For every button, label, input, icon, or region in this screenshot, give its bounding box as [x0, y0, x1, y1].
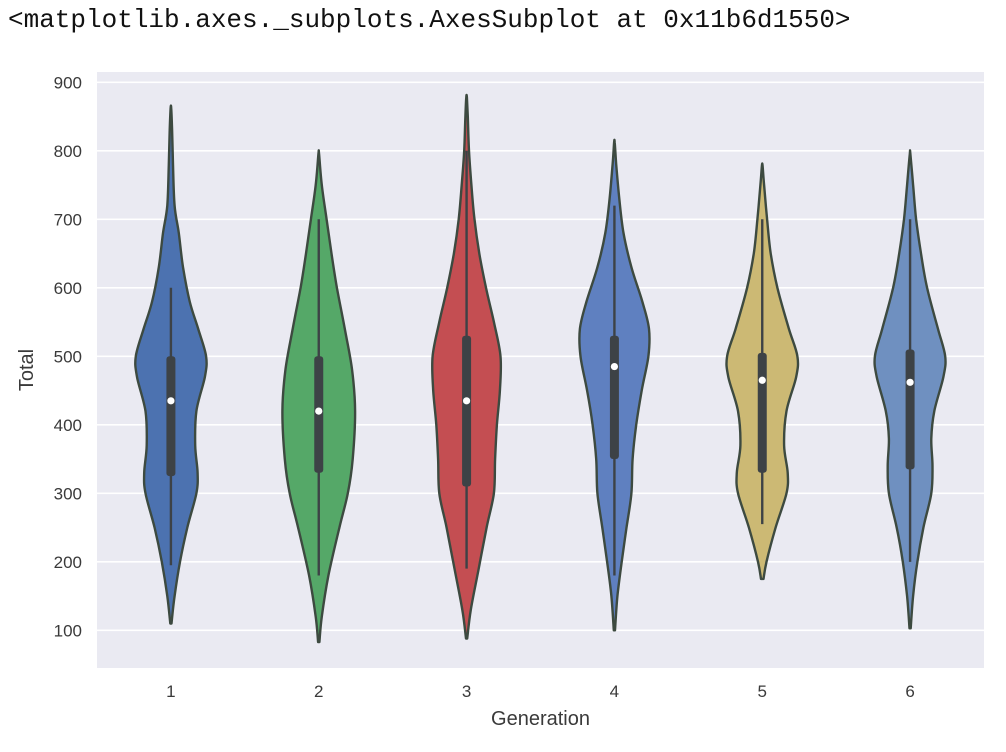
y-tick-label: 200 [54, 553, 82, 572]
violin-2 [281, 149, 357, 644]
violins [134, 93, 947, 644]
y-tick-label: 700 [54, 210, 82, 229]
x-tick-label: 2 [314, 682, 323, 701]
y-tick-label: 300 [54, 484, 82, 503]
iqr-box [609, 335, 619, 460]
x-tick-label: 6 [905, 682, 914, 701]
x-tick-label: 4 [610, 682, 619, 701]
y-tick-label: 500 [54, 347, 82, 366]
violin-3 [430, 93, 503, 640]
grid-lines [97, 81, 984, 632]
median-point [906, 378, 914, 386]
x-tick-labels: 1 2 3 4 5 6 [166, 682, 915, 701]
y-tick-label: 900 [54, 73, 82, 92]
y-tick-label: 100 [54, 621, 82, 640]
iqr-box [905, 349, 915, 470]
median-point [315, 407, 323, 415]
iqr-box [462, 335, 472, 487]
x-tick-label: 5 [758, 682, 767, 701]
x-tick-label: 3 [462, 682, 471, 701]
iqr-box [757, 352, 767, 473]
output-repr-text: <matplotlib.axes._subplots.AxesSubplot a… [8, 5, 851, 35]
plot-background [97, 72, 984, 668]
violin-6 [873, 149, 947, 630]
median-point [610, 362, 619, 371]
median-point [758, 376, 766, 384]
x-axis-label: Generation [491, 708, 590, 730]
y-tick-label: 400 [54, 416, 82, 435]
violin-1 [134, 104, 208, 625]
iqr-box [166, 356, 176, 477]
median-point [167, 397, 175, 405]
median-point [462, 397, 471, 405]
y-tick-labels: 100 200 300 400 500 600 700 800 900 [54, 73, 82, 640]
y-axis-label: Total [16, 349, 38, 391]
y-tick-label: 800 [54, 142, 82, 161]
violin-4 [578, 138, 651, 632]
y-tick-label: 600 [54, 279, 82, 298]
violin-5 [725, 162, 800, 581]
x-tick-label: 1 [166, 682, 175, 701]
